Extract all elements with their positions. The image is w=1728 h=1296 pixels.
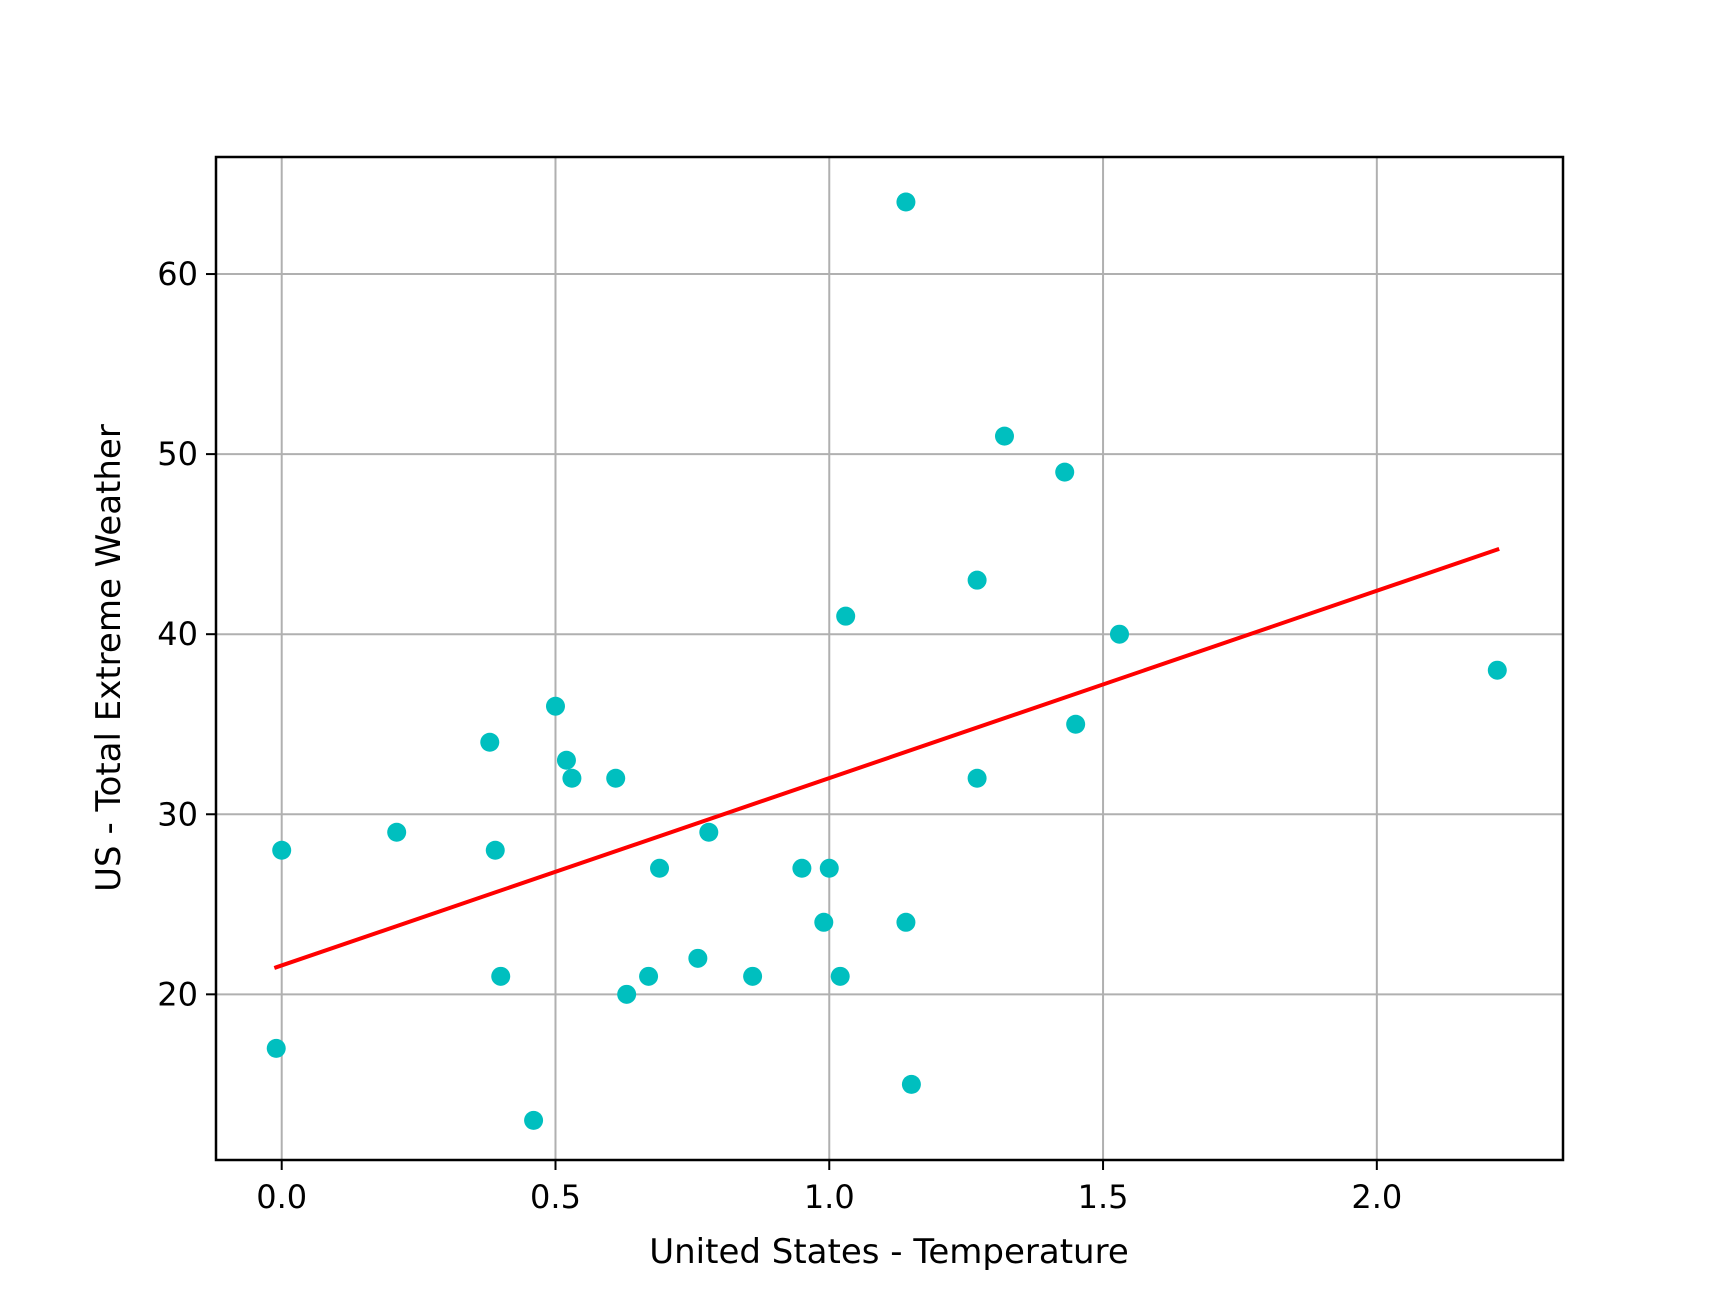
- data-point: [272, 840, 292, 860]
- plot-area-frame: [214, 155, 1565, 1162]
- data-point: [1066, 714, 1086, 734]
- data-points: [266, 192, 1507, 1130]
- y-tick-label: 60: [157, 255, 198, 293]
- data-point: [819, 858, 839, 878]
- data-point: [967, 570, 987, 590]
- data-point: [699, 822, 719, 842]
- x-tick-label: 0.0: [256, 1178, 307, 1216]
- data-point: [814, 912, 834, 932]
- y-tick-label: 20: [157, 975, 198, 1013]
- x-tick-label: 1.0: [804, 1178, 855, 1216]
- data-point: [485, 840, 505, 860]
- x-tick-label: 0.5: [530, 1178, 581, 1216]
- data-point: [1055, 462, 1075, 482]
- y-axis-label: US - Total Extreme Weather: [89, 424, 129, 892]
- trend-line-layer: [273, 547, 1500, 970]
- data-point: [639, 966, 659, 986]
- data-point: [792, 858, 812, 878]
- data-point: [556, 750, 576, 770]
- data-point: [896, 912, 916, 932]
- y-tick-label: 30: [157, 795, 198, 833]
- axis-ticks: 0.0 0.5 1.0 1.5 2.0 20 30 40 50 60: [157, 255, 1402, 1216]
- data-point: [967, 768, 987, 788]
- data-point: [1109, 624, 1129, 644]
- data-point: [562, 768, 582, 788]
- data-point: [524, 1110, 544, 1130]
- data-point: [606, 768, 626, 788]
- data-point: [480, 732, 500, 752]
- data-point: [387, 822, 407, 842]
- data-point: [901, 1074, 921, 1094]
- data-point: [836, 606, 856, 626]
- data-point: [491, 966, 511, 986]
- data-point: [1487, 660, 1507, 680]
- y-tick-label: 50: [157, 435, 198, 473]
- grid: [216, 157, 1563, 1160]
- y-tick-label: 40: [157, 615, 198, 653]
- data-point: [266, 1038, 286, 1058]
- data-point: [743, 966, 763, 986]
- data-point: [545, 696, 565, 716]
- data-point: [994, 426, 1014, 446]
- data-point: [617, 984, 637, 1004]
- x-tick-label: 2.0: [1351, 1178, 1402, 1216]
- data-point: [688, 948, 708, 968]
- data-point: [650, 858, 670, 878]
- x-axis-label: United States - Temperature: [649, 1232, 1129, 1272]
- data-point: [830, 966, 850, 986]
- trend-line: [273, 547, 1500, 970]
- x-tick-label: 1.5: [1078, 1178, 1129, 1216]
- data-point: [896, 192, 916, 212]
